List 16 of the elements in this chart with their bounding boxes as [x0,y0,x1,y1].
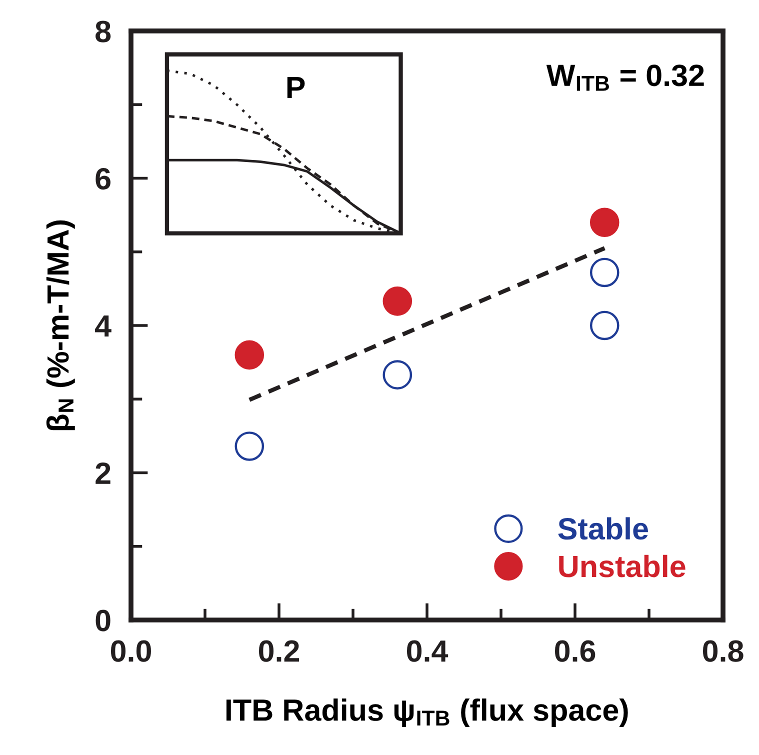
y-tick-label: 6 [96,168,110,190]
legend-label: Stable [558,517,648,540]
annotation: P [287,77,305,98]
x-tick-label: 0.6 [554,640,596,662]
y-tick-label: 0 [96,610,110,632]
x-tick-label: 0.8 [702,640,744,662]
y-tick-label: 8 [96,20,111,42]
y-axis-title: β$_{N}$ (%-m-T/MA) [46,220,75,430]
x-tick-label: 0.0 [110,640,151,662]
x-tick-label: 0.4 [406,640,448,662]
x-tick-label: 0.2 [258,640,300,662]
y-tick-label: 2 [96,462,110,484]
x-axis-title: ITB Radius ψ$_{ITB}$ (flux space) [226,698,628,727]
legend-label: Unstable [559,554,686,578]
y-tick-label: 4 [95,316,112,337]
annotation: W$_{ITB}$ = 0.32 [546,64,704,91]
